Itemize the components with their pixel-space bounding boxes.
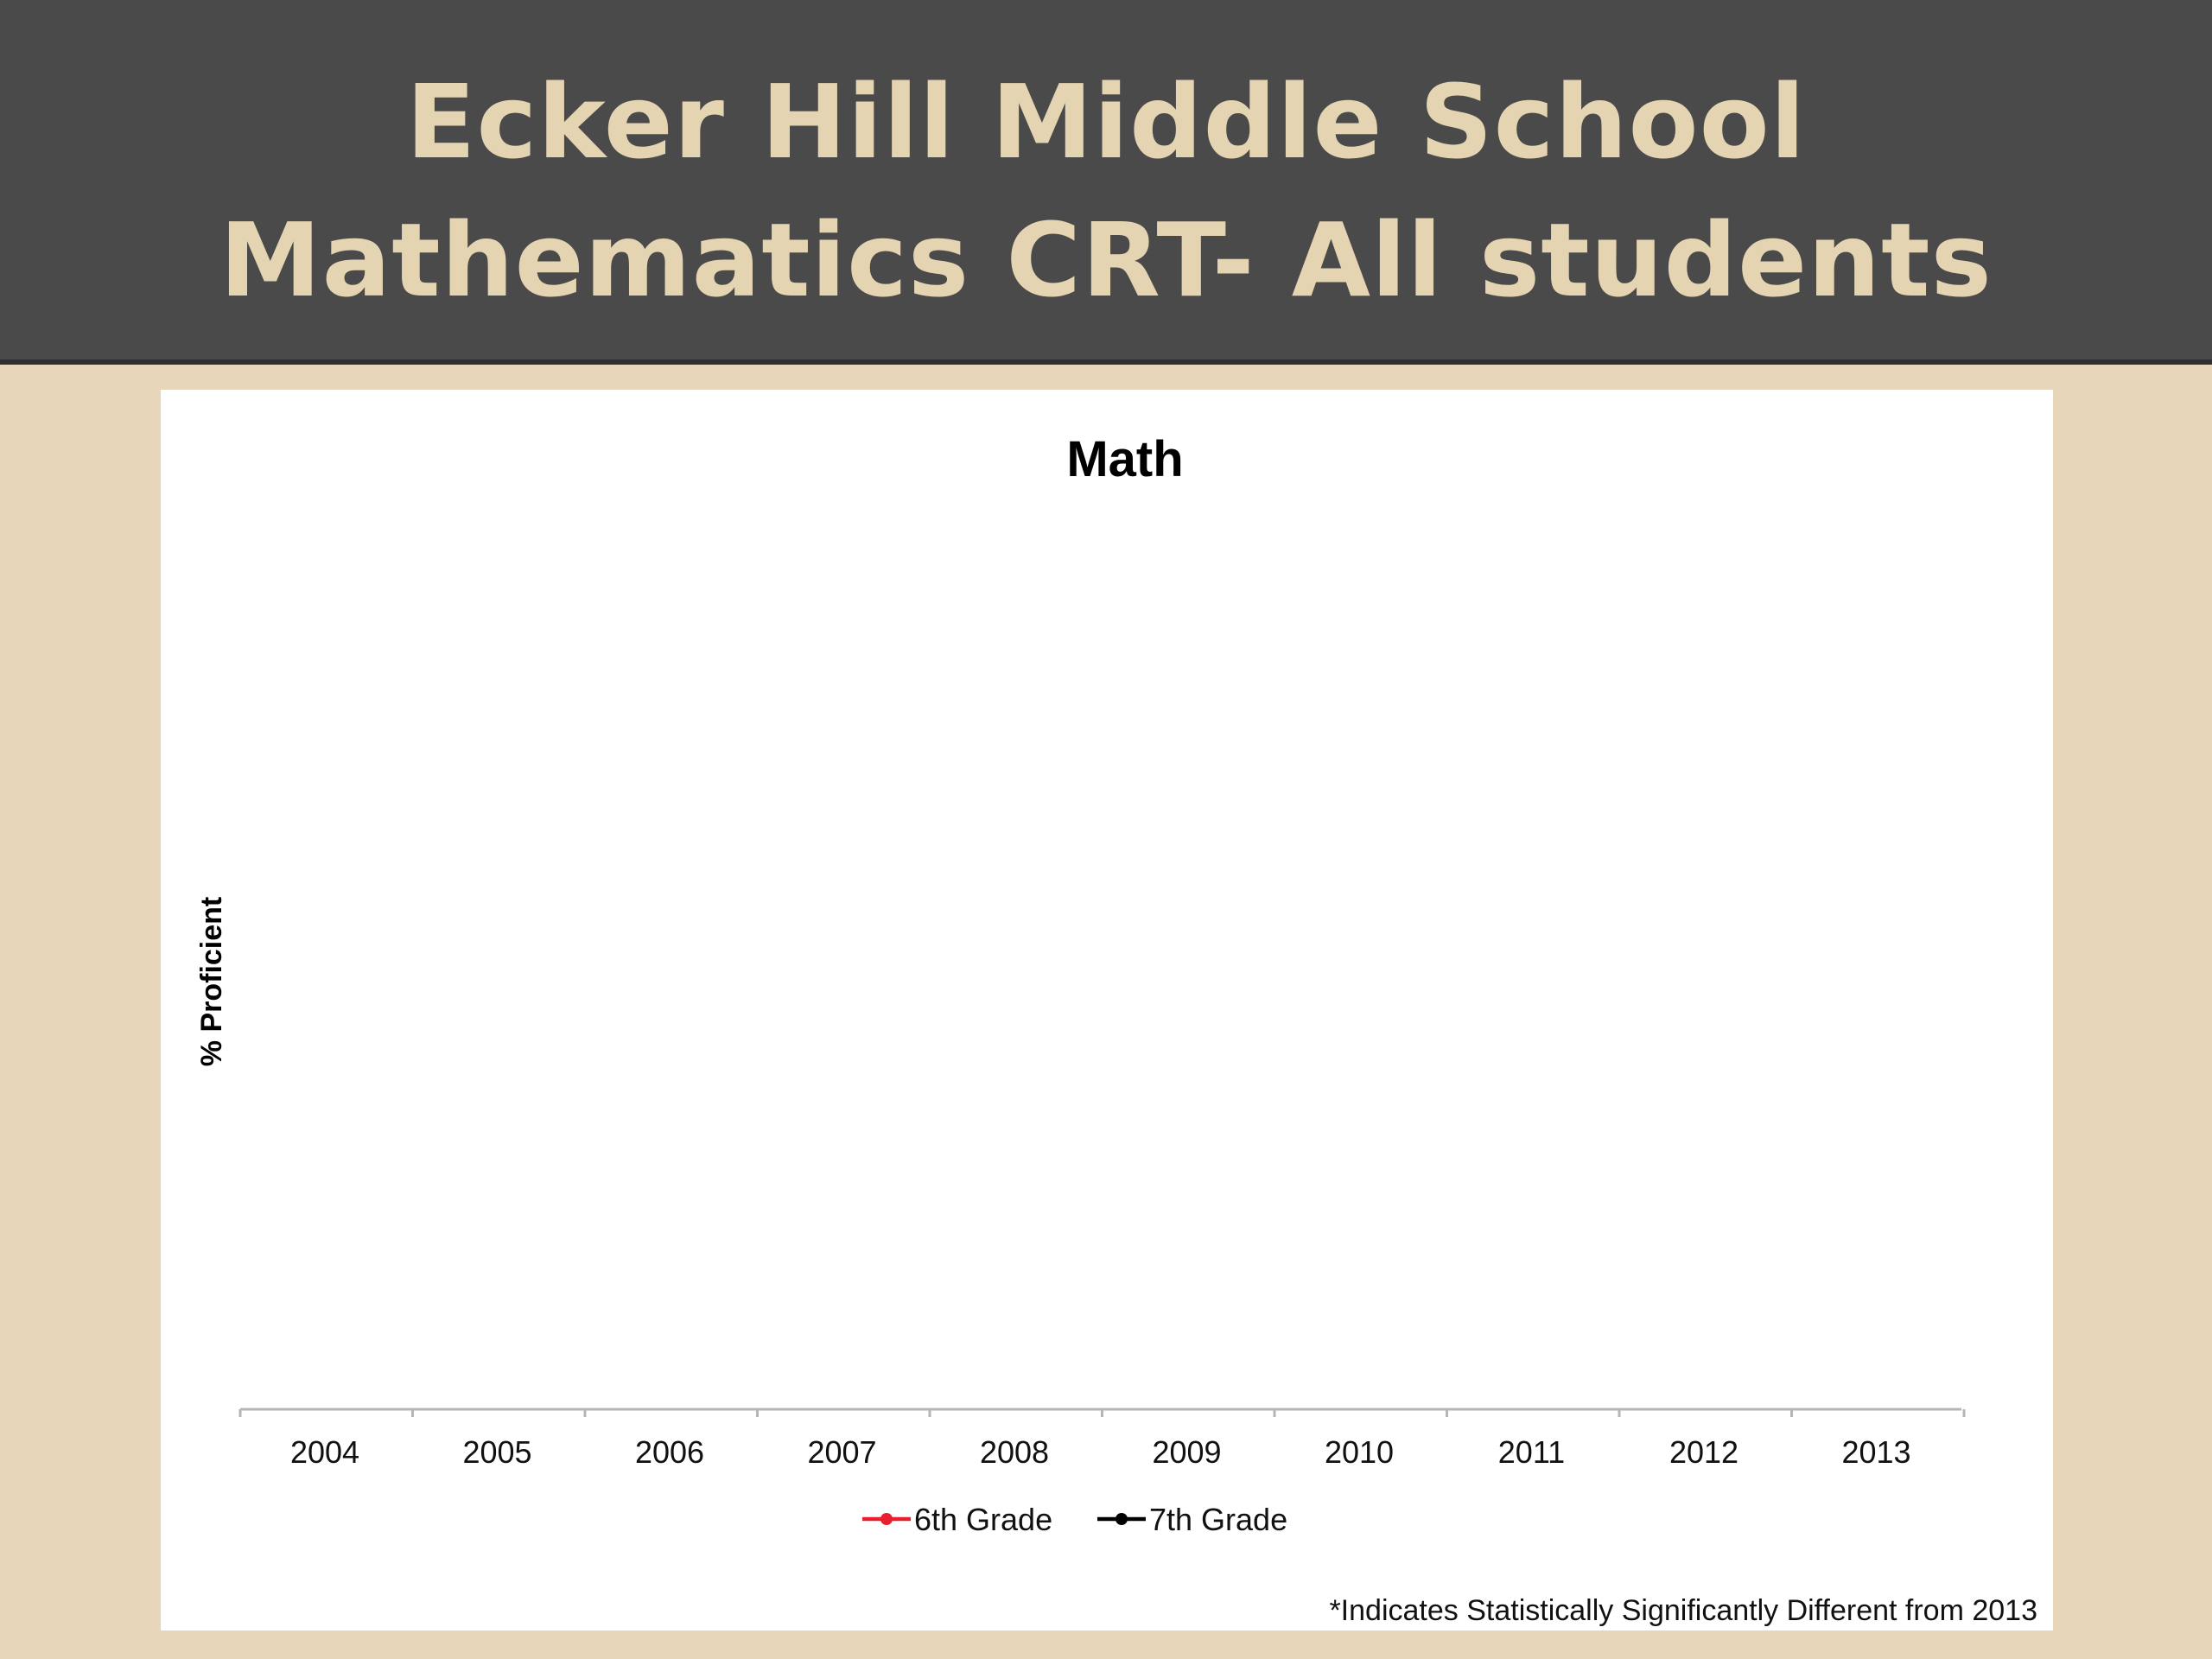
x-tick-label: 2006 xyxy=(635,1434,704,1470)
x-tick-label: 2011 xyxy=(1498,1434,1565,1470)
x-tick-label: 2013 xyxy=(1841,1434,1910,1470)
line-chart: Math % Proficient 2004 2005 2006 2007 2008 20… xyxy=(195,431,2037,1627)
x-tick-label: 2012 xyxy=(1669,1434,1738,1470)
x-tick-label: 2009 xyxy=(1152,1434,1221,1470)
slide-title-line-1: Ecker Hill Middle School xyxy=(405,62,1807,181)
chart-title: Math xyxy=(1066,431,1183,487)
x-tick-label: 2007 xyxy=(807,1434,876,1470)
slide-title-line-2: Mathematics CRT- All students xyxy=(219,200,1993,320)
chart-panel: Math % Proficient 2004 2005 2006 2007 2008 20… xyxy=(161,390,2053,1630)
x-tick-label: 2005 xyxy=(462,1434,531,1470)
legend-label: 6th Grade xyxy=(914,1502,1052,1537)
footnote: *Indicates Statistically Significantly D… xyxy=(1329,1594,2037,1627)
legend: 6th Grade 7th Grade xyxy=(862,1502,1287,1537)
x-tick-label: 2010 xyxy=(1325,1434,1394,1470)
x-tick-label: 2004 xyxy=(290,1434,359,1470)
x-tick-label: 2008 xyxy=(980,1434,1049,1470)
legend-swatch-marker xyxy=(1116,1513,1128,1525)
slide-header: Ecker Hill Middle School Mathematics CRT… xyxy=(0,0,2212,365)
y-axis-label: % Proficient xyxy=(195,897,228,1066)
legend-label: 7th Grade xyxy=(1149,1502,1287,1537)
legend-swatch-marker xyxy=(880,1513,893,1525)
x-axis: 2004 2005 2006 2007 2008 2009 2010 2011 2012 2013 xyxy=(238,1408,1966,1470)
